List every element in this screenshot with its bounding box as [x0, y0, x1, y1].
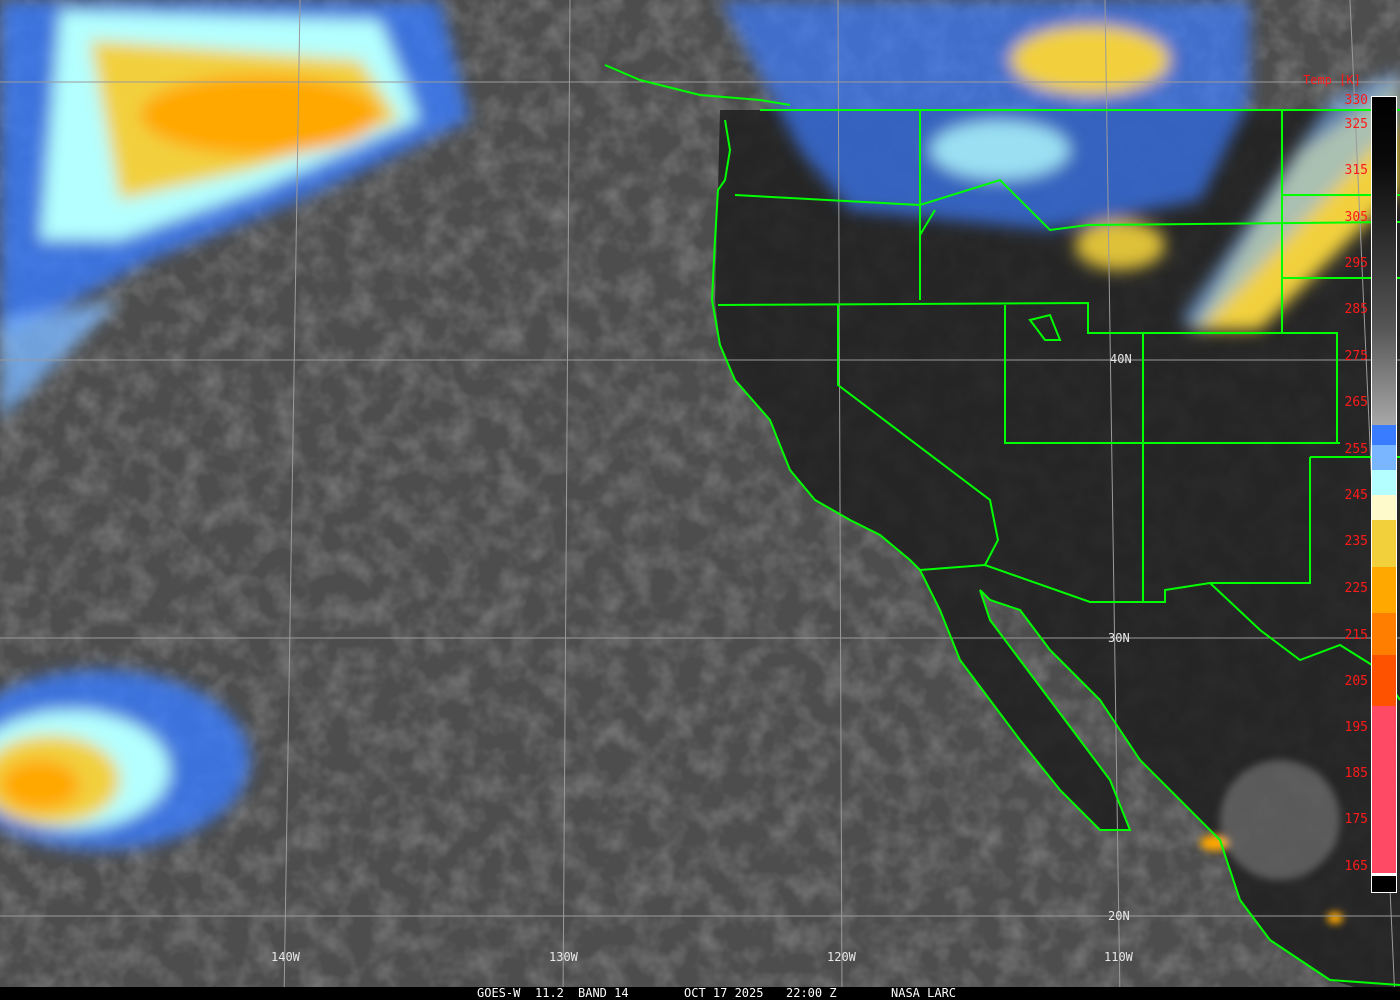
- colorbar-swatch: [1372, 655, 1396, 706]
- colorbar-swatch: [1372, 873, 1396, 876]
- cloud-system-north: [720, 0, 1400, 330]
- colorbar-grayscale: [1372, 97, 1396, 425]
- caption-band: BAND 14: [578, 986, 629, 1000]
- washington-oregon-border: [734, 178, 1400, 232]
- image-caption: GOES-W 11.2 BAND 14 OCT 17 2025 22:00 Z NASA …: [0, 987, 1400, 1000]
- colorbar-label: 215: [1344, 628, 1368, 643]
- colorbar-swatch: [1372, 495, 1396, 520]
- colorbar-label: 330: [1344, 93, 1368, 108]
- colorbar-label: 205: [1344, 674, 1368, 689]
- colorbar-swatch: [1372, 470, 1396, 495]
- colorbar-label: 275: [1344, 349, 1368, 364]
- cloud-system-mexico: [1200, 760, 1343, 924]
- colorbar-swatch: [1372, 567, 1396, 613]
- colorbar-swatch: [1372, 613, 1396, 655]
- colorbar-swatch: [1372, 425, 1396, 445]
- colorbar-label: 225: [1344, 581, 1368, 596]
- political-borders: [604, 64, 1400, 986]
- colorbar-swatch: [1372, 706, 1396, 873]
- colorbar-label: 285: [1344, 302, 1368, 317]
- colorbar-swatch: [1372, 520, 1396, 567]
- colorbar-label: 295: [1344, 256, 1368, 271]
- colorbar-title: Temp [K]: [1303, 73, 1361, 87]
- caption-date: OCT 17 2025: [684, 986, 764, 1000]
- cloud-system-southwest: [0, 670, 250, 850]
- colorbar-label: 315: [1344, 163, 1368, 178]
- lon-label-110w: 110W: [1104, 950, 1133, 964]
- lon-label-130w: 130W: [549, 950, 578, 964]
- coastline: [604, 64, 1400, 986]
- colorbar-label: 175: [1344, 812, 1368, 827]
- caption-wavelength: 11.2: [535, 986, 564, 1000]
- lon-label-140w: 140W: [271, 950, 300, 964]
- lat-label-20n: 20N: [1108, 909, 1130, 923]
- colorbar-label: 165: [1344, 859, 1368, 874]
- colorbar-label: 305: [1344, 210, 1368, 225]
- lat-label-30n: 30N: [1108, 631, 1130, 645]
- caption-time: 22:00 Z: [786, 986, 837, 1000]
- colorbar-label: 185: [1344, 766, 1368, 781]
- lon-label-120w: 120W: [827, 950, 856, 964]
- cloud-system-northwest: [0, 0, 470, 420]
- colorbar-label: 245: [1344, 488, 1368, 503]
- caption-credit: NASA LARC: [891, 986, 957, 1000]
- colorbar-label: 235: [1344, 534, 1368, 549]
- colorbar-label: 195: [1344, 720, 1368, 735]
- colorbar-label: 325: [1344, 117, 1368, 132]
- colorbar-label: 255: [1344, 442, 1368, 457]
- caption-satellite: GOES-W: [477, 986, 521, 1000]
- colorbar-label: 265: [1344, 395, 1368, 410]
- colorbar-swatch: [1372, 445, 1396, 470]
- lat-label-40n: 40N: [1110, 352, 1132, 366]
- colorbar: [1371, 96, 1397, 893]
